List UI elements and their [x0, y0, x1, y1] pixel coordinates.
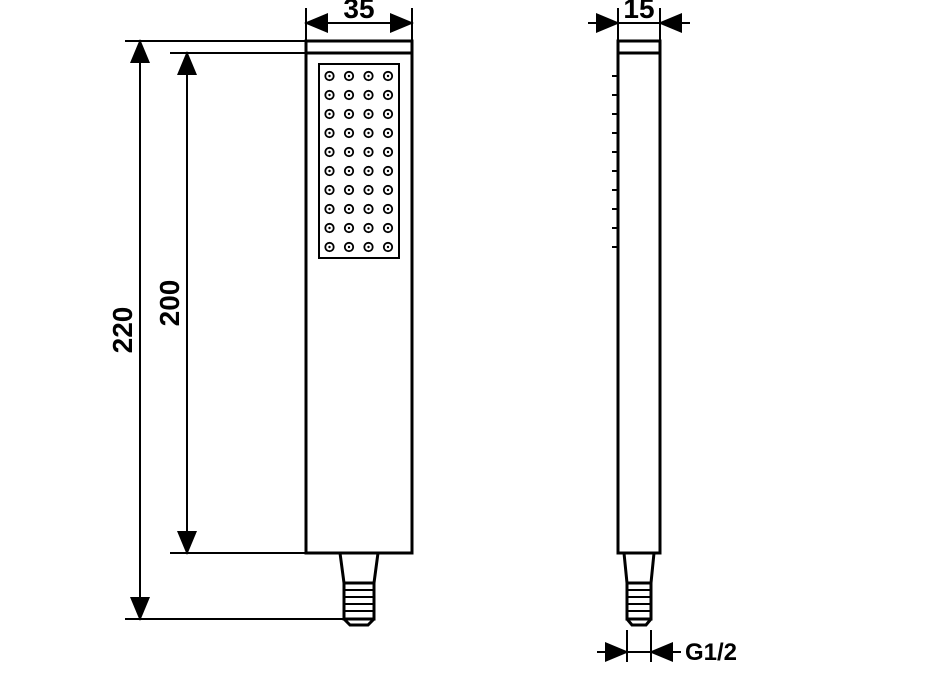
- nozzle-plate: [319, 64, 399, 258]
- dim-thread-g12: G1/2: [597, 630, 737, 666]
- front-top-cap: [306, 41, 412, 53]
- dim-height-220: 220: [107, 41, 344, 619]
- front-body: [306, 53, 412, 553]
- dim-height-200-value: 200: [154, 280, 185, 327]
- technical-drawing: 35 15 220 200 G1/2: [0, 0, 928, 686]
- dim-height-200: 200: [154, 53, 306, 553]
- nozzle-grid: [325, 72, 392, 251]
- dim-width-15: 15: [588, 0, 690, 41]
- dim-width-35-value: 35: [343, 0, 374, 24]
- side-body: [618, 53, 660, 553]
- dim-height-220-value: 220: [107, 307, 138, 354]
- dim-width-35: 35: [306, 0, 412, 41]
- dim-thread-g12-value: G1/2: [685, 639, 737, 666]
- front-connector: [340, 553, 378, 625]
- side-connector: [624, 553, 654, 625]
- side-top-cap: [618, 41, 660, 53]
- front-view: [306, 41, 412, 625]
- dim-width-15-value: 15: [623, 0, 654, 24]
- side-view: [612, 41, 660, 625]
